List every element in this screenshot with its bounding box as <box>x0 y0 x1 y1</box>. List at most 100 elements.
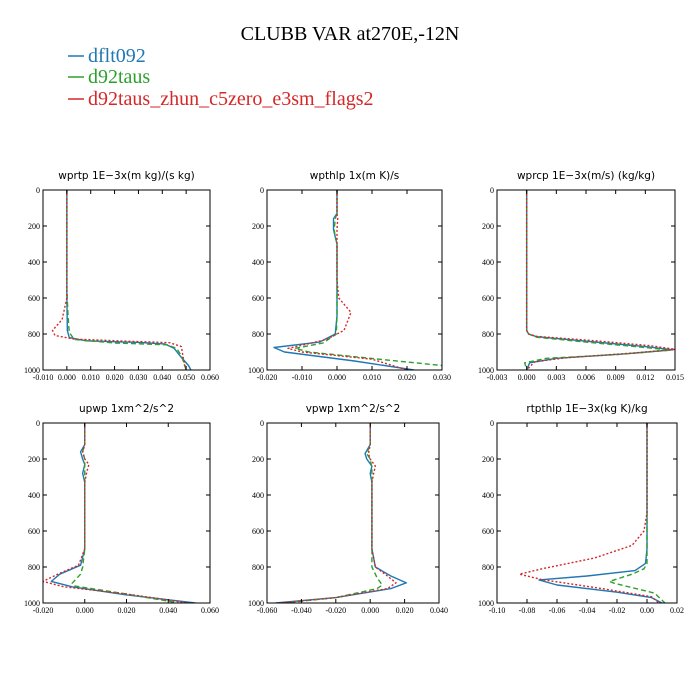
x-tick-label: -0.010 <box>33 373 54 382</box>
y-tick-label: 0 <box>490 186 494 195</box>
x-tick-label: 0.040 <box>153 373 171 382</box>
series-line-d92taus-zhun-c5zero-e3sm-flags2 <box>278 423 397 603</box>
x-tick-label: 0.003 <box>547 373 565 382</box>
x-tick-label: 0.015 <box>666 373 684 382</box>
y-tick-label: 400 <box>252 258 264 267</box>
y-tick-label: 400 <box>482 491 494 500</box>
panel-6: rtpthlp 1E−3x(kg K)/kg -0.10 -0.08 -0.06 -0.… <box>478 403 684 615</box>
series-line-d92taus <box>294 190 442 367</box>
x-tick-label: 0.00 <box>640 606 654 615</box>
x-tick-label: 0.030 <box>129 373 147 382</box>
x-tick-label: -0.010 <box>292 373 313 382</box>
x-tick-label: 0.010 <box>82 373 100 382</box>
panel-title: rtpthlp 1E−3x(kg K)/kg <box>526 403 647 415</box>
y-tick-label: 400 <box>482 258 494 267</box>
x-tick-label: 0.020 <box>106 373 124 382</box>
panel-frame <box>42 189 211 371</box>
y-tick-label: 800 <box>482 330 494 339</box>
x-tick-label: -0.020 <box>33 606 54 615</box>
series-line-d92taus <box>71 423 179 603</box>
y-tick-label: 0 <box>260 186 264 195</box>
legend: dflt092 d92taus d92taus_zhun_c5zero_e3sm… <box>68 45 373 110</box>
panel-4: upwp 1xm^2/s^2 -0.020 0.000 0.020 0.040 0.060… <box>24 403 219 615</box>
panel-1: wprtp 1E−3x(m kg)/(s kg) -0.010 0.000 0.010… <box>24 170 219 382</box>
y-tick-label: 1000 <box>248 599 264 608</box>
x-tick-label: 0.020 <box>118 606 136 615</box>
y-tick-label: 600 <box>252 527 264 536</box>
y-tick-label: 800 <box>28 330 40 339</box>
x-tick-label: 0.020 <box>398 373 416 382</box>
y-tick-label: 600 <box>252 294 264 303</box>
y-tick-label: 0 <box>490 419 494 428</box>
legend-label-d92taus-zhun: d92taus_zhun_c5zero_e3sm_flags2 <box>88 88 373 110</box>
y-tick-label: 200 <box>252 455 264 464</box>
y-tick-label: 200 <box>482 222 494 231</box>
x-tick-label: 0.000 <box>76 606 94 615</box>
y-tick-label: 400 <box>28 491 40 500</box>
x-tick-label: 0.020 <box>396 606 414 615</box>
panel-title: wpthlp 1x(m K)/s <box>310 170 400 182</box>
legend-label-d92taus: d92taus <box>88 66 150 88</box>
panel-title: wprcp 1E−3x(m/s) (kg/kg) <box>517 170 655 182</box>
y-tick-label: 800 <box>252 563 264 572</box>
y-tick-label: 800 <box>252 330 264 339</box>
x-tick-label: -0.020 <box>257 373 278 382</box>
series-line-d92taus <box>523 190 671 370</box>
panel-2: wpthlp 1x(m K)/s -0.020 -0.010 0.000 0.010 0.… <box>248 170 451 382</box>
y-tick-label: 400 <box>28 258 40 267</box>
panel-5: vpwp 1xm^2/s^2 -0.060 -0.040 -0.020 0.000 0.0… <box>248 403 448 615</box>
series-line-d92taus-zhun-c5zero-e3sm-flags2 <box>51 190 187 370</box>
x-tick-label: 0.000 <box>58 373 76 382</box>
x-tick-label: 0.000 <box>518 373 536 382</box>
x-tick-label: 0.02 <box>670 606 684 615</box>
x-tick-label: 0.030 <box>433 373 451 382</box>
panels: wprtp 1E−3x(m kg)/(s kg)-0.010 0.000 0.010… <box>24 170 684 615</box>
x-tick-label: 0.009 <box>607 373 625 382</box>
legend-label-dflt092: dflt092 <box>88 45 146 67</box>
series-line-d92taus-zhun-c5zero-e3sm-flags2 <box>43 423 190 603</box>
series-line-d92taus <box>284 423 383 603</box>
y-tick-label: 200 <box>28 455 40 464</box>
y-tick-label: 0 <box>36 186 40 195</box>
x-tick-label: 0.060 <box>201 606 219 615</box>
series-line-d92taus-zhun-c5zero-e3sm-flags2 <box>518 423 660 603</box>
y-tick-label: 600 <box>28 294 40 303</box>
series-line-d92taus-zhun-c5zero-e3sm-flags2 <box>287 190 408 370</box>
y-tick-label: 600 <box>482 294 494 303</box>
x-tick-label: -0.08 <box>519 606 536 615</box>
y-tick-label: 200 <box>252 222 264 231</box>
x-tick-label: -0.003 <box>487 373 508 382</box>
y-tick-label: 0 <box>36 419 40 428</box>
y-tick-label: 1000 <box>248 366 264 375</box>
x-tick-label: 0.050 <box>177 373 195 382</box>
x-tick-label: 0.000 <box>328 373 346 382</box>
x-tick-label: 0.000 <box>361 606 379 615</box>
y-tick-label: 1000 <box>24 366 40 375</box>
panel-series <box>273 190 442 370</box>
y-tick-label: 200 <box>28 222 40 231</box>
x-tick-label: 0.012 <box>636 373 654 382</box>
x-tick-label: -0.04 <box>579 606 596 615</box>
x-tick-label: 0.040 <box>430 606 448 615</box>
x-tick-label: -0.040 <box>291 606 312 615</box>
x-tick-label: -0.10 <box>489 606 506 615</box>
y-tick-label: 0 <box>260 419 264 428</box>
y-tick-label: 1000 <box>478 366 494 375</box>
panel-frame <box>266 189 443 371</box>
x-tick-label: 0.010 <box>363 373 381 382</box>
figure-title: CLUBB VAR at270E,-12N <box>241 23 460 45</box>
y-tick-label: 200 <box>482 455 494 464</box>
panel-series <box>51 190 192 370</box>
panel-title: upwp 1xm^2/s^2 <box>79 403 174 415</box>
panel-series <box>43 423 196 603</box>
y-tick-label: 1000 <box>478 599 494 608</box>
x-tick-label: 0.060 <box>201 373 219 382</box>
x-tick-label: 0.040 <box>159 606 177 615</box>
panel-3: wprcp 1E−3x(m/s) (kg/kg) -0.003 0.000 0.003… <box>478 170 684 382</box>
panel-title: vpwp 1xm^2/s^2 <box>306 403 401 415</box>
y-tick-label: 600 <box>28 527 40 536</box>
x-tick-label: -0.060 <box>257 606 278 615</box>
y-tick-label: 400 <box>252 491 264 500</box>
